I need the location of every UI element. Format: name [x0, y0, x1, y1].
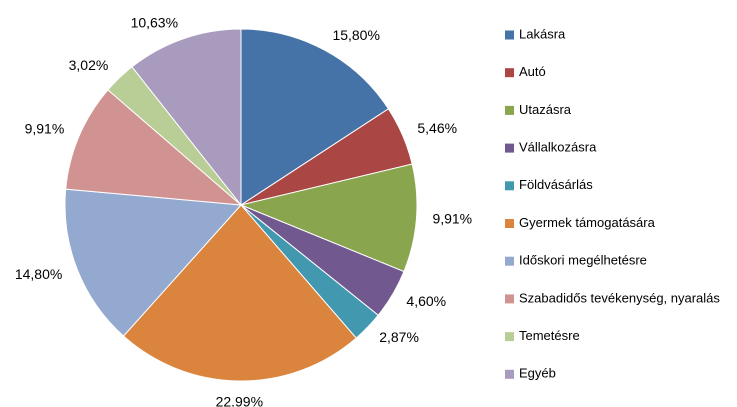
pie-slice	[65, 89, 243, 206]
legend-swatch	[505, 219, 514, 228]
data-label: 4,60%	[406, 293, 446, 309]
data-label: 5,46%	[417, 120, 457, 136]
data-label: 15,80%	[332, 27, 379, 43]
legend-label: Gyermek támogatására	[519, 215, 656, 230]
legend-label: Időskori megélhetésre	[519, 253, 647, 268]
pie-slice	[131, 28, 242, 207]
legend-swatch	[505, 369, 514, 379]
legend-label: Egyéb	[519, 366, 556, 381]
pie-slice	[239, 163, 418, 273]
legend-swatch	[505, 332, 514, 342]
legend-label: Autó	[519, 64, 546, 79]
legend-label: Temetésre	[519, 328, 580, 343]
legend-swatch	[505, 105, 514, 115]
legend-label: Lakásra	[519, 26, 566, 41]
legend-label: Szabadidős tevékenység, nyaralás	[519, 290, 720, 305]
pie-slice	[240, 28, 390, 206]
data-label: 2,87%	[379, 329, 419, 345]
data-label: 3,02%	[69, 57, 109, 73]
data-label: 10,63%	[131, 14, 178, 30]
pie-slice	[122, 204, 357, 382]
legend-swatch	[505, 68, 514, 78]
data-label: 22.99%	[216, 394, 263, 407]
legend-label: Utazásra	[519, 102, 572, 117]
legend-label: Vállalkozásra	[519, 140, 597, 155]
legend-swatch	[505, 30, 514, 40]
legend-label: Földvásárlás	[519, 177, 593, 192]
legend-swatch	[505, 294, 514, 304]
data-label: 9,91%	[432, 210, 472, 226]
legend-swatch	[505, 143, 514, 153]
legend-swatch	[505, 181, 514, 191]
data-label: 14,80%	[15, 266, 62, 282]
data-label: 9,91%	[25, 121, 65, 137]
legend-swatch	[505, 256, 514, 266]
pie-slice	[64, 188, 243, 337]
